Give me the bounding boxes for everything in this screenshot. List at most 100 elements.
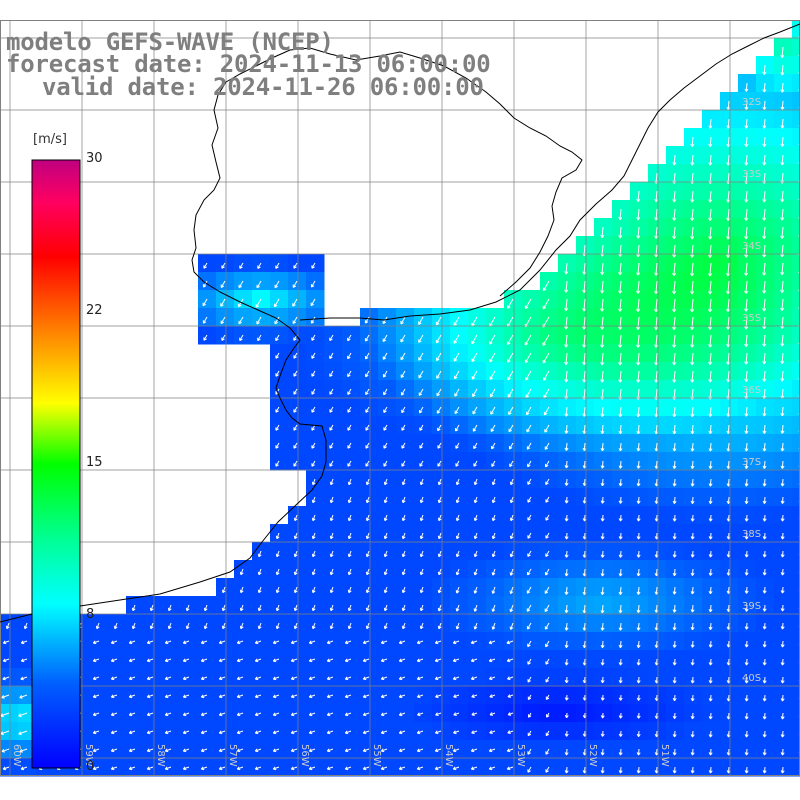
wind-arrow	[23, 622, 28, 630]
wind-arrow	[672, 190, 677, 203]
wind-arrow	[708, 532, 713, 540]
wind-arrow	[275, 442, 280, 449]
wind-arrow	[672, 640, 677, 648]
wind-arrow	[435, 694, 442, 699]
wind-arrow	[600, 442, 605, 452]
wind-arrow	[544, 586, 550, 594]
wind-arrow	[471, 352, 478, 362]
wind-cell	[126, 740, 145, 759]
wind-arrow	[293, 550, 298, 558]
wind-arrow	[400, 334, 406, 343]
wind-arrow	[672, 316, 677, 331]
longitude-labels: 60W 59W 58W 57W 56W 55W 54W 53W 52W 51W	[11, 744, 670, 767]
wind-cell	[468, 632, 487, 651]
wind-arrow	[92, 658, 100, 663]
wind-arrow	[437, 604, 442, 612]
wind-cell	[360, 704, 379, 723]
wind-arrow	[545, 748, 550, 755]
wind-arrow	[506, 640, 514, 645]
colorbar-tick-22: 22	[86, 303, 103, 318]
wind-cell	[0, 632, 19, 651]
wind-arrow	[453, 352, 460, 362]
wind-arrow	[507, 730, 514, 734]
wind-cell	[234, 686, 253, 705]
wind-arrow	[398, 694, 406, 699]
wind-arrow	[254, 676, 262, 681]
wind-arrow	[489, 712, 496, 716]
wind-cell	[234, 758, 253, 777]
wind-arrow	[290, 694, 298, 699]
wind-arrow	[293, 568, 298, 576]
wind-arrow	[274, 316, 280, 325]
wind-arrow	[239, 622, 244, 630]
wind-arrow	[690, 604, 695, 613]
wind-arrow	[488, 748, 496, 753]
wind-arrow	[329, 496, 334, 504]
wind-arrow	[564, 280, 569, 293]
wind-cell	[792, 254, 800, 273]
wind-arrow	[255, 298, 262, 308]
wind-arrow	[780, 190, 785, 203]
wind-cell	[126, 722, 145, 741]
wind-arrow	[636, 712, 641, 719]
wind-arrow	[383, 604, 388, 612]
wind-arrow	[110, 694, 118, 699]
wind-cell	[450, 686, 469, 705]
wind-cell	[792, 272, 800, 291]
wind-arrow	[452, 676, 460, 681]
wind-arrow	[380, 712, 388, 717]
wind-arrow	[672, 352, 677, 366]
wind-arrow	[218, 766, 226, 771]
wind-arrow	[600, 514, 605, 522]
wind-arrow	[419, 568, 424, 576]
wind-cell	[90, 758, 109, 777]
wind-cell	[90, 668, 109, 687]
wind-cell	[162, 686, 181, 705]
wind-arrow	[564, 370, 569, 383]
wind-arrow	[726, 190, 731, 203]
wind-cell	[414, 758, 433, 777]
wind-arrow	[453, 316, 460, 326]
wind-cell	[792, 668, 800, 687]
wind-arrow	[564, 478, 569, 486]
wind-arrow	[780, 100, 785, 110]
wind-cell	[792, 164, 800, 183]
wind-cell	[792, 560, 800, 579]
wind-cell	[162, 650, 181, 669]
wind-cell	[234, 704, 253, 723]
wind-cell	[360, 668, 379, 687]
wind-arrow	[618, 586, 623, 595]
wind-arrow	[545, 766, 550, 773]
wind-arrow	[182, 712, 190, 717]
wind-arrow	[146, 766, 154, 771]
wind-arrow	[762, 478, 767, 487]
wind-arrow	[507, 370, 514, 381]
wind-arrow	[780, 262, 785, 276]
wind-arrow	[275, 424, 280, 431]
wind-arrow	[401, 478, 406, 486]
wind-arrow	[654, 370, 659, 383]
wind-arrow	[508, 406, 514, 415]
wind-cell	[270, 632, 289, 651]
wind-arrow	[672, 586, 677, 595]
wind-arrow	[236, 694, 244, 699]
wind-arrow	[600, 568, 605, 577]
wind-arrow	[762, 766, 767, 774]
wind-arrow	[690, 640, 695, 648]
wind-arrow	[471, 370, 478, 380]
wind-cell	[198, 722, 217, 741]
wind-cell	[342, 668, 361, 687]
wind-cell	[288, 740, 307, 759]
wind-arrow	[762, 712, 767, 720]
wind-arrow	[708, 316, 713, 330]
wind-cell	[198, 632, 217, 651]
wind-arrow	[1, 748, 10, 753]
wind-arrow	[509, 604, 514, 613]
wind-arrow	[491, 604, 496, 612]
wind-arrow	[654, 334, 659, 348]
wind-arrow	[708, 136, 713, 148]
wind-arrow	[275, 586, 280, 594]
wind-cell	[342, 758, 361, 777]
wind-cell	[378, 650, 397, 669]
wind-cell	[216, 632, 235, 651]
